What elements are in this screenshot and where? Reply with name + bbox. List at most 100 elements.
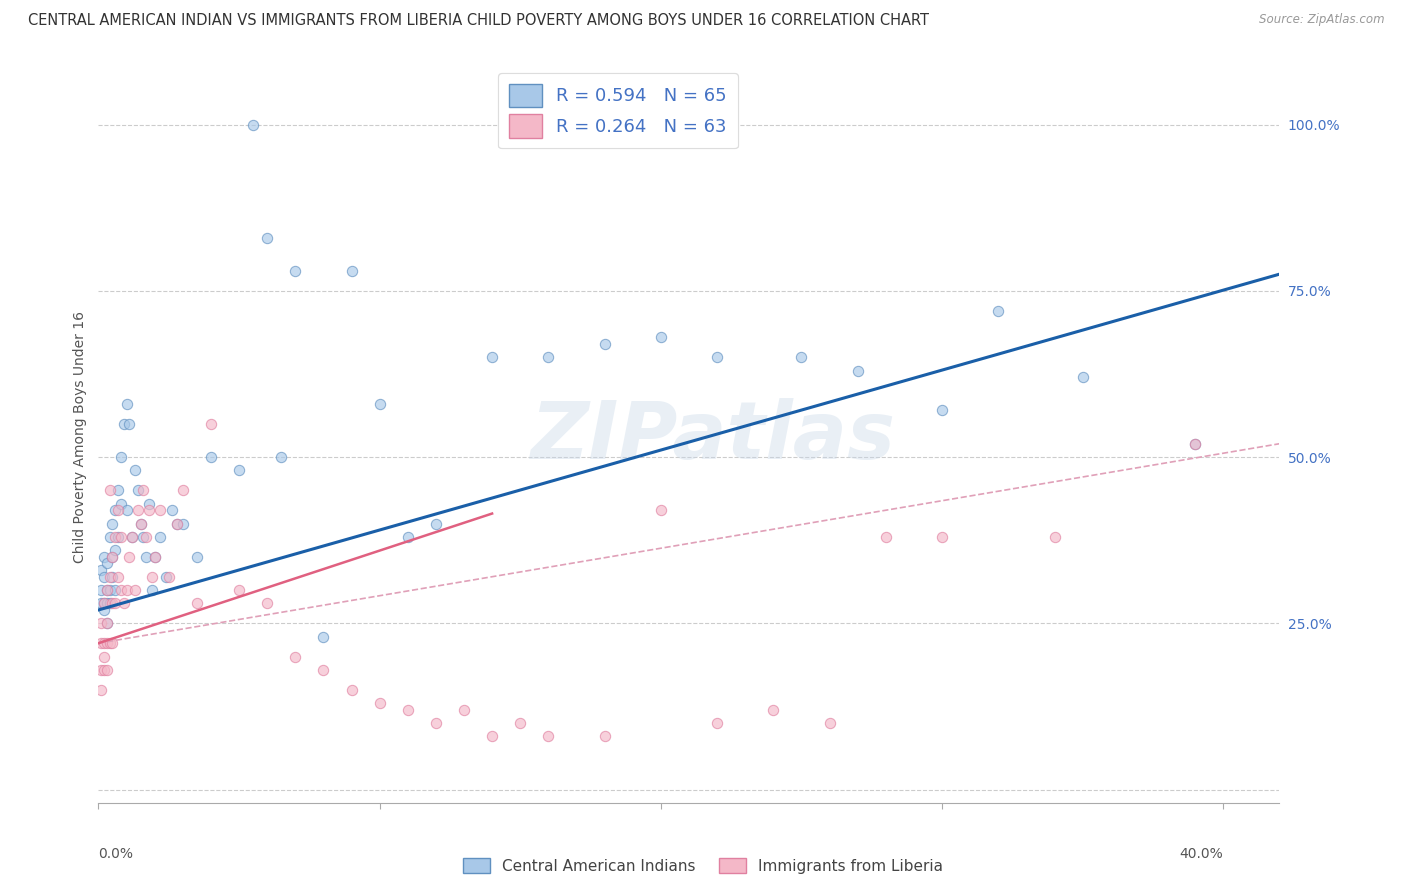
Point bbox=[270, 450, 292, 464]
Text: 0.0%: 0.0% bbox=[98, 847, 134, 861]
Legend: Central American Indians, Immigrants from Liberia: Central American Indians, Immigrants fro… bbox=[457, 852, 949, 880]
Point bbox=[115, 397, 138, 411]
Legend: R = 0.594   N = 65, R = 0.264   N = 63: R = 0.594 N = 65, R = 0.264 N = 63 bbox=[499, 73, 738, 148]
Point bbox=[124, 463, 146, 477]
Point bbox=[186, 596, 208, 610]
Point bbox=[228, 463, 250, 477]
Point bbox=[93, 663, 115, 677]
Point bbox=[98, 483, 121, 498]
Point bbox=[112, 417, 135, 431]
Point bbox=[157, 570, 180, 584]
Point bbox=[1184, 436, 1206, 450]
Point bbox=[107, 483, 129, 498]
Point bbox=[127, 503, 149, 517]
Point bbox=[101, 549, 124, 564]
Point bbox=[368, 696, 391, 710]
Point bbox=[90, 563, 112, 577]
Point bbox=[96, 663, 118, 677]
Point bbox=[200, 450, 222, 464]
Point bbox=[143, 549, 166, 564]
Point bbox=[135, 549, 157, 564]
Point bbox=[107, 503, 129, 517]
Point bbox=[790, 351, 813, 365]
Point bbox=[256, 230, 278, 244]
Point bbox=[312, 663, 335, 677]
Point bbox=[101, 636, 124, 650]
Point bbox=[104, 582, 127, 597]
Point bbox=[93, 596, 115, 610]
Y-axis label: Child Poverty Among Boys Under 16: Child Poverty Among Boys Under 16 bbox=[73, 311, 87, 563]
Point bbox=[132, 483, 155, 498]
Point bbox=[129, 516, 152, 531]
Point bbox=[90, 682, 112, 697]
Point bbox=[135, 530, 157, 544]
Point bbox=[101, 549, 124, 564]
Point bbox=[127, 483, 149, 498]
Point bbox=[931, 530, 953, 544]
Point bbox=[312, 630, 335, 644]
Point bbox=[96, 636, 118, 650]
Point bbox=[875, 530, 897, 544]
Point bbox=[284, 649, 307, 664]
Point bbox=[107, 530, 129, 544]
Point bbox=[509, 716, 531, 731]
Point bbox=[110, 497, 132, 511]
Point bbox=[650, 503, 672, 517]
Point bbox=[172, 483, 194, 498]
Point bbox=[93, 636, 115, 650]
Point bbox=[762, 703, 785, 717]
Point bbox=[593, 729, 616, 743]
Point bbox=[96, 616, 118, 631]
Point bbox=[368, 397, 391, 411]
Point bbox=[1043, 530, 1066, 544]
Point bbox=[93, 603, 115, 617]
Point bbox=[425, 516, 447, 531]
Point bbox=[138, 503, 160, 517]
Point bbox=[110, 582, 132, 597]
Point bbox=[186, 549, 208, 564]
Point bbox=[118, 549, 141, 564]
Point bbox=[115, 582, 138, 597]
Point bbox=[107, 570, 129, 584]
Point bbox=[242, 118, 264, 132]
Point bbox=[110, 530, 132, 544]
Point bbox=[228, 582, 250, 597]
Point bbox=[115, 503, 138, 517]
Point bbox=[340, 264, 363, 278]
Point bbox=[987, 303, 1010, 318]
Point bbox=[481, 351, 503, 365]
Point bbox=[149, 503, 172, 517]
Point bbox=[96, 616, 118, 631]
Point bbox=[90, 663, 112, 677]
Point bbox=[453, 703, 475, 717]
Point bbox=[143, 549, 166, 564]
Point bbox=[98, 636, 121, 650]
Text: 40.0%: 40.0% bbox=[1180, 847, 1223, 861]
Point bbox=[155, 570, 177, 584]
Point bbox=[96, 582, 118, 597]
Point bbox=[90, 582, 112, 597]
Point bbox=[425, 716, 447, 731]
Point bbox=[1071, 370, 1094, 384]
Text: Source: ZipAtlas.com: Source: ZipAtlas.com bbox=[1260, 13, 1385, 27]
Point bbox=[200, 417, 222, 431]
Point bbox=[104, 503, 127, 517]
Point bbox=[931, 403, 953, 417]
Point bbox=[166, 516, 188, 531]
Point bbox=[706, 716, 728, 731]
Point bbox=[172, 516, 194, 531]
Point bbox=[160, 503, 183, 517]
Point bbox=[98, 570, 121, 584]
Point bbox=[481, 729, 503, 743]
Point bbox=[96, 557, 118, 571]
Point bbox=[706, 351, 728, 365]
Point bbox=[96, 596, 118, 610]
Point bbox=[256, 596, 278, 610]
Point bbox=[132, 530, 155, 544]
Point bbox=[101, 570, 124, 584]
Point bbox=[90, 636, 112, 650]
Point bbox=[96, 582, 118, 597]
Point bbox=[118, 417, 141, 431]
Point bbox=[98, 530, 121, 544]
Point bbox=[104, 530, 127, 544]
